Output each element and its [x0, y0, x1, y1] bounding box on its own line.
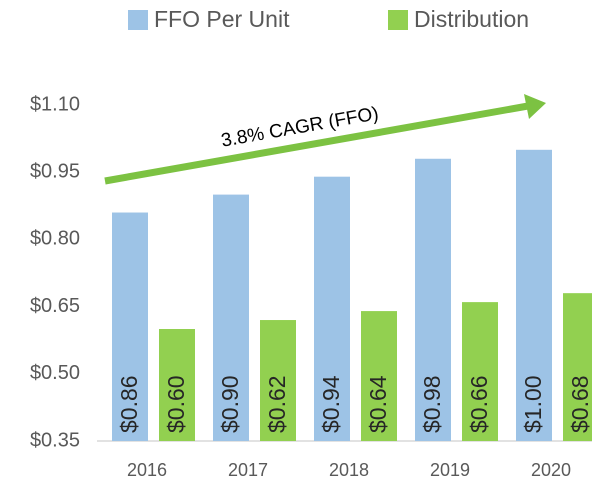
x-tick-label: 2019: [430, 460, 470, 480]
bar: [415, 158, 451, 441]
bar: [260, 320, 296, 441]
y-tick-label: $1.10: [30, 93, 80, 115]
bar: [314, 176, 350, 441]
bar: [112, 212, 148, 441]
bar: [213, 194, 249, 441]
value-label: $0.64: [365, 375, 391, 433]
bar: [462, 302, 498, 441]
x-tick-label: 2020: [531, 460, 571, 480]
cagr-arrow: [104, 94, 546, 185]
legend-label: FFO Per Unit: [154, 6, 290, 32]
x-tick-label: 2016: [127, 460, 167, 480]
arrow-shaft: [104, 102, 529, 185]
value-label: $0.66: [466, 375, 492, 433]
value-label: $0.90: [217, 375, 243, 433]
bar: [516, 149, 552, 442]
legend-label: Distribution: [414, 6, 529, 32]
y-tick-label: $0.80: [30, 228, 80, 250]
y-tick-label: $0.50: [30, 362, 80, 384]
arrow-head: [524, 94, 546, 119]
x-tick-label: 2018: [329, 460, 369, 480]
y-tick-label: $0.95: [30, 160, 80, 182]
value-label: $0.60: [163, 375, 189, 433]
value-label: $0.94: [318, 375, 344, 433]
value-label: $1.00: [520, 375, 546, 433]
value-label: $0.68: [567, 375, 592, 433]
value-label: $0.98: [419, 375, 445, 433]
bar: [361, 311, 397, 441]
legend-swatch: [388, 10, 408, 30]
y-tick-label: $0.65: [30, 295, 80, 317]
y-tick-label: $0.35: [30, 429, 80, 451]
bar: [563, 293, 592, 441]
x-tick-label: 2017: [228, 460, 268, 480]
legend-swatch: [128, 10, 148, 30]
value-label: $0.86: [116, 375, 142, 433]
value-label: $0.62: [264, 375, 290, 433]
bar: [159, 329, 195, 441]
